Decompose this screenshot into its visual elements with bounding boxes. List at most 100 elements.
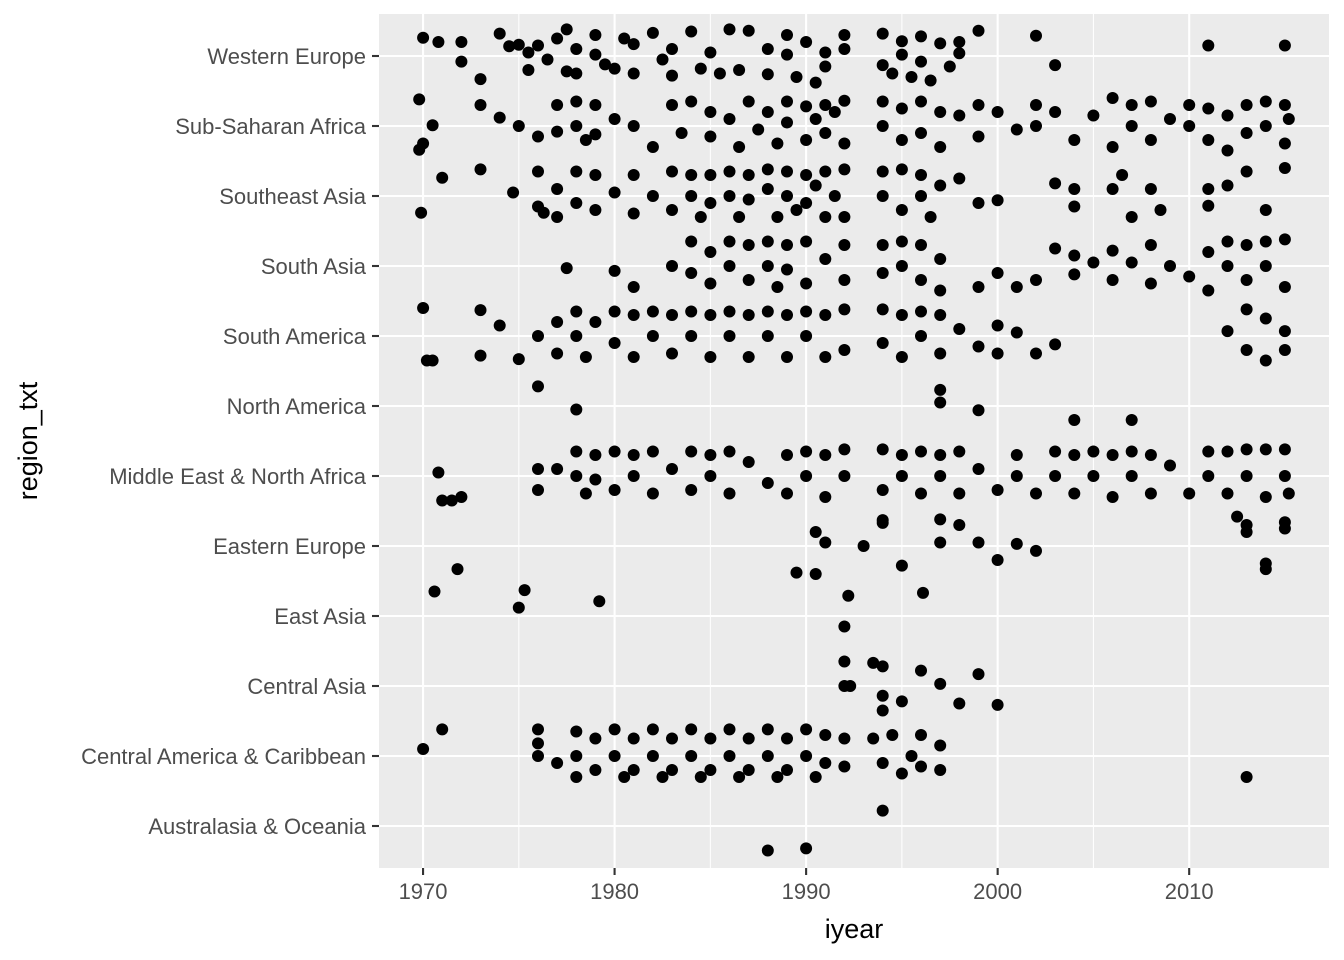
data-point — [589, 48, 602, 61]
data-point — [838, 655, 851, 668]
data-point — [1030, 544, 1042, 557]
data-point — [1087, 256, 1100, 269]
data-point — [876, 443, 889, 456]
data-point — [704, 246, 717, 258]
data-point — [512, 601, 525, 614]
data-point — [934, 449, 947, 461]
data-point — [1259, 563, 1272, 576]
data-point — [1068, 268, 1081, 281]
data-point — [704, 449, 717, 461]
data-point — [771, 771, 784, 783]
data-point — [761, 330, 774, 342]
data-point — [761, 844, 774, 857]
data-point — [656, 771, 669, 783]
data-point — [915, 274, 927, 286]
data-point — [608, 750, 621, 762]
data-point — [742, 193, 755, 206]
data-point — [1240, 344, 1253, 356]
y-tick-label: South Asia — [261, 254, 367, 279]
y-tick-label: Australasia & Oceania — [148, 814, 366, 839]
data-point — [905, 71, 918, 83]
data-point — [972, 340, 985, 353]
data-point — [1049, 445, 1062, 458]
data-point — [627, 449, 640, 461]
data-point — [953, 519, 966, 531]
data-point — [761, 68, 774, 81]
data-point — [432, 466, 445, 479]
data-point — [781, 351, 793, 363]
data-point — [1030, 29, 1042, 42]
data-point — [1049, 338, 1062, 351]
data-point — [666, 43, 678, 55]
data-point — [895, 102, 908, 115]
data-point — [1202, 134, 1215, 146]
data-point — [1125, 470, 1138, 482]
data-point — [532, 750, 544, 762]
data-point — [915, 190, 927, 202]
data-point — [934, 536, 947, 549]
data-point — [972, 536, 985, 549]
data-point — [451, 563, 464, 576]
y-tick-label: North America — [227, 394, 367, 419]
data-point — [790, 204, 803, 216]
data-point — [666, 463, 678, 475]
data-point — [838, 29, 851, 41]
data-point — [1259, 120, 1272, 132]
data-point — [1259, 312, 1272, 325]
data-point — [551, 183, 564, 195]
data-point — [551, 347, 564, 360]
data-point — [876, 689, 889, 702]
y-axis-title: region_txt — [13, 381, 43, 500]
data-point — [991, 554, 1004, 566]
data-point — [589, 204, 602, 216]
data-point — [991, 267, 1004, 279]
data-point — [934, 309, 947, 321]
data-point — [1231, 510, 1244, 523]
data-point — [934, 284, 947, 297]
data-point — [742, 309, 755, 321]
data-point — [819, 449, 832, 461]
data-point — [953, 36, 966, 48]
data-point — [915, 95, 927, 108]
data-point — [618, 32, 631, 45]
data-point — [704, 130, 717, 143]
data-point — [915, 445, 927, 458]
data-point — [685, 723, 698, 736]
data-point — [895, 559, 908, 572]
data-point — [1240, 771, 1253, 783]
data-point — [1049, 242, 1062, 255]
data-point — [694, 771, 707, 783]
data-point — [1068, 134, 1081, 146]
data-point — [781, 95, 793, 108]
data-point — [924, 74, 937, 87]
data-point — [1278, 470, 1291, 482]
data-point — [493, 27, 506, 40]
data-point — [551, 32, 564, 45]
data-point — [428, 585, 441, 598]
data-point — [876, 165, 889, 178]
data-point — [895, 35, 908, 48]
data-point — [867, 656, 880, 669]
data-point — [761, 43, 774, 55]
data-point — [800, 750, 813, 762]
data-point — [551, 463, 564, 475]
data-point — [838, 137, 851, 150]
data-point — [972, 99, 985, 111]
data-point — [1087, 470, 1100, 482]
data-point — [828, 106, 841, 118]
data-point — [934, 37, 947, 50]
data-point — [876, 757, 889, 769]
data-point — [781, 764, 793, 776]
data-point — [915, 760, 927, 773]
data-point — [915, 729, 927, 741]
data-point — [522, 64, 535, 76]
data-point — [413, 93, 426, 106]
data-point — [723, 723, 736, 736]
data-point — [934, 677, 947, 690]
data-point — [953, 172, 966, 185]
data-point — [1068, 183, 1081, 195]
data-point — [570, 771, 583, 783]
data-point — [895, 235, 908, 248]
data-point — [761, 235, 774, 248]
data-point — [493, 319, 506, 332]
